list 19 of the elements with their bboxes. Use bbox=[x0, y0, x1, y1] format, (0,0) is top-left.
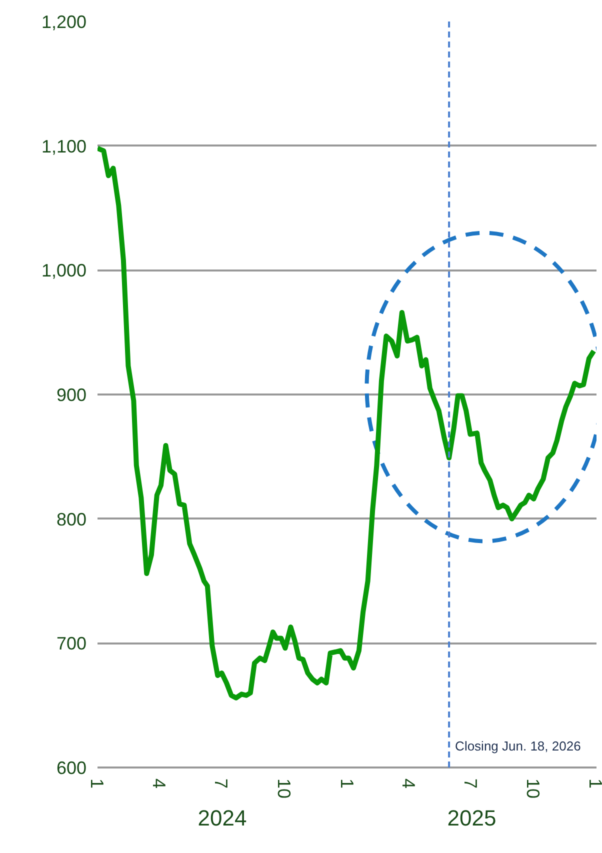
y-tick-label: 1,200 bbox=[41, 12, 87, 32]
x-tick-label: 4 bbox=[398, 778, 418, 789]
x-tick-label: 1 bbox=[586, 778, 602, 789]
text: 2025 bbox=[447, 806, 496, 830]
y-tick-label: 600 bbox=[56, 758, 87, 778]
y-tick-label: 1,000 bbox=[41, 260, 87, 281]
x-tick-label: 1 bbox=[336, 778, 357, 789]
x-tick-label: 10 bbox=[274, 778, 294, 799]
text: 2024 bbox=[198, 806, 247, 830]
x-tick-label: 7 bbox=[211, 778, 232, 789]
y-tick-label: 900 bbox=[56, 385, 87, 405]
x-tick-label: 10 bbox=[523, 778, 544, 799]
y-tick-label: 1,100 bbox=[41, 136, 87, 156]
x-tick-label: 1 bbox=[87, 778, 107, 789]
x-tick-label: 7 bbox=[460, 778, 480, 789]
y-tick-label: 700 bbox=[56, 634, 87, 654]
x-tick-label: 4 bbox=[149, 778, 170, 789]
ref-line-label: Closing Jun. 18, 2026 bbox=[455, 738, 581, 754]
y-tick-label: 800 bbox=[56, 509, 87, 530]
